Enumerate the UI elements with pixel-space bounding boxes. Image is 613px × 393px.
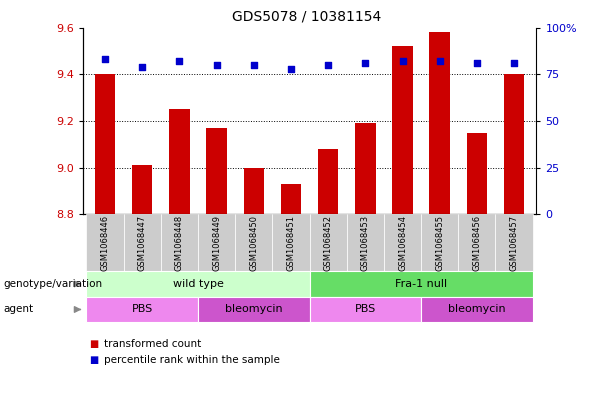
Point — [435, 58, 444, 64]
Point — [472, 60, 482, 66]
Bar — [169, 109, 189, 214]
Text: percentile rank within the sample: percentile rank within the sample — [104, 354, 280, 365]
Text: GSM1068451: GSM1068451 — [286, 215, 295, 271]
Bar — [430, 32, 450, 214]
Text: ■: ■ — [89, 354, 98, 365]
Text: PBS: PBS — [355, 305, 376, 314]
Point — [360, 60, 370, 66]
Bar — [243, 167, 264, 214]
Text: GSM1068456: GSM1068456 — [473, 215, 481, 271]
Bar — [207, 128, 227, 214]
Text: GSM1068452: GSM1068452 — [324, 215, 333, 271]
Text: transformed count: transformed count — [104, 339, 202, 349]
Text: agent: agent — [3, 305, 33, 314]
Bar — [281, 184, 301, 214]
Point — [323, 62, 333, 68]
Bar — [132, 165, 153, 214]
Bar — [466, 132, 487, 214]
Point — [286, 65, 296, 72]
Point — [100, 56, 110, 62]
Text: genotype/variation: genotype/variation — [3, 279, 102, 289]
Text: wild type: wild type — [173, 279, 224, 289]
Bar — [318, 149, 338, 214]
Text: GSM1068455: GSM1068455 — [435, 215, 444, 271]
Point — [137, 64, 147, 70]
Text: GSM1068446: GSM1068446 — [101, 215, 110, 271]
Text: GSM1068450: GSM1068450 — [249, 215, 258, 271]
Text: PBS: PBS — [132, 305, 153, 314]
Bar — [392, 46, 413, 214]
Text: GSM1068457: GSM1068457 — [509, 215, 519, 271]
Point — [211, 62, 221, 68]
Point — [509, 60, 519, 66]
Bar — [355, 123, 376, 214]
Point — [175, 58, 185, 64]
Text: GSM1068449: GSM1068449 — [212, 215, 221, 271]
Bar — [504, 74, 524, 214]
Text: ■: ■ — [89, 339, 98, 349]
Text: GSM1068448: GSM1068448 — [175, 215, 184, 271]
Text: bleomycin: bleomycin — [448, 305, 506, 314]
Bar — [95, 74, 115, 214]
Text: GSM1068453: GSM1068453 — [361, 215, 370, 271]
Point — [398, 58, 408, 64]
Text: GDS5078 / 10381154: GDS5078 / 10381154 — [232, 10, 381, 24]
Point — [249, 62, 259, 68]
Text: GSM1068447: GSM1068447 — [138, 215, 147, 271]
Text: Fra-1 null: Fra-1 null — [395, 279, 447, 289]
Text: bleomycin: bleomycin — [225, 305, 283, 314]
Text: GSM1068454: GSM1068454 — [398, 215, 407, 271]
